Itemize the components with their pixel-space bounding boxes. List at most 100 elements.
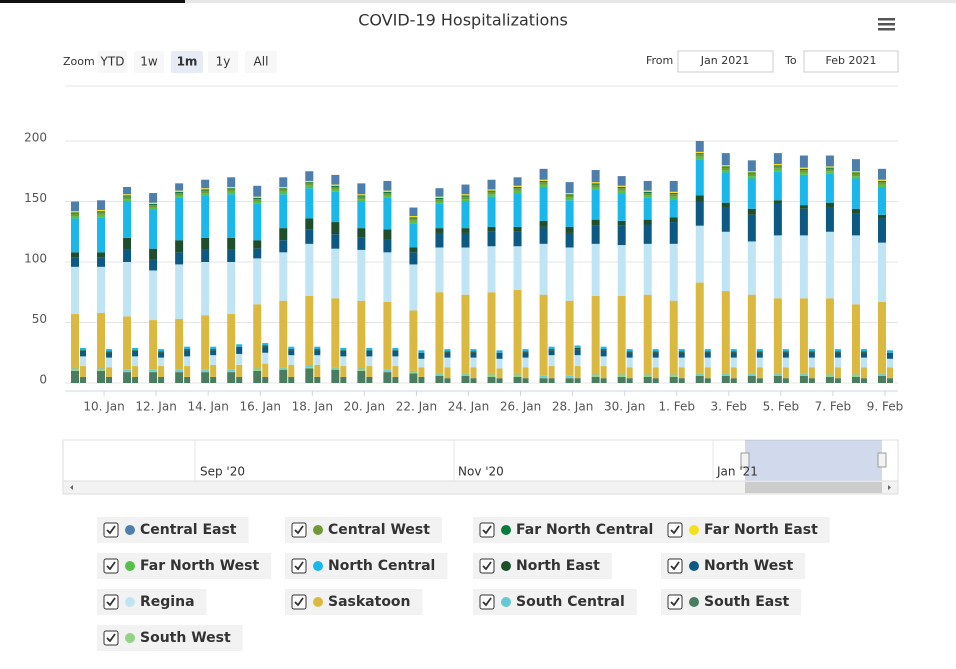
bar-segment [435,374,444,376]
bar-segment [548,378,555,383]
bar-segment [357,300,366,369]
legend-checkbox[interactable] [667,522,683,538]
bar-segment [357,196,366,200]
bar-segment [444,367,451,379]
bar-segment [877,179,886,181]
bar-segment [409,373,418,383]
zoom-button[interactable] [208,51,238,73]
navigator-handle[interactable] [740,452,750,468]
bar-segment [175,240,184,253]
legend-checkbox[interactable] [667,594,683,610]
bar-segment [513,231,522,247]
scrollbar-thumb[interactable] [745,482,882,493]
bar-segment [747,374,756,376]
bar-segment [773,168,782,172]
to-label: To [784,54,797,67]
legend-item[interactable]: Regina [97,589,207,615]
bar-segment [435,373,444,375]
legend-item[interactable]: Far North East [661,517,830,543]
bar-segment [773,374,782,376]
bar-segment [392,350,399,352]
legend-item[interactable]: Far North Central [473,517,666,543]
legend-item[interactable]: Central West [285,517,442,543]
legend-item[interactable]: Central East [97,517,249,543]
legend-item[interactable]: Far North West [97,553,272,579]
bar-segment [470,351,477,353]
x-tick-label: 5. Feb [763,400,800,414]
bar-segment [331,186,340,190]
navigator [62,439,899,495]
bar-segment [496,350,503,353]
legend-check [294,525,304,535]
bar-segment [652,357,659,368]
bar-segment [652,349,659,352]
legend-item[interactable]: North West [661,553,806,579]
legend-check [670,525,680,535]
bar-segment [513,374,522,376]
bar-segment [409,218,418,221]
bar-segment [799,168,808,171]
bar-segment [227,249,236,262]
bar-segment [279,186,288,189]
bar-segment [487,179,496,190]
legend-item[interactable]: North Central [285,553,448,579]
bar-segment [747,171,756,173]
navigator-handle[interactable] [877,452,887,468]
legend-checkbox[interactable] [103,522,119,538]
bar-segment [383,301,392,370]
legend-label: Far North Central [516,522,653,538]
from-input[interactable] [677,50,774,73]
legend-checkbox[interactable] [667,558,683,574]
legend-checkbox[interactable] [479,594,495,610]
to-input[interactable] [803,50,899,73]
bar-segment [106,352,113,358]
legend-checkbox[interactable] [291,522,307,538]
bar-segment [253,304,262,369]
bar-segment [201,189,210,191]
bar-segment [279,194,288,229]
menu-button[interactable] [878,18,895,31]
legend-checkbox[interactable] [479,558,495,574]
bar-segment [201,372,210,383]
bar-segment [799,174,808,206]
bar-segment [392,356,399,367]
bar-segment [860,349,867,352]
legend-item[interactable]: North East [473,553,612,579]
zoom-button[interactable] [134,51,164,73]
legend-checkbox[interactable] [291,594,307,610]
legend-symbol [125,561,135,571]
bar-segment [236,347,243,354]
zoom-button[interactable] [171,51,203,73]
scrollbar-track[interactable] [62,480,899,495]
zoom-button[interactable] [98,51,127,73]
bar-segment [591,225,600,244]
navigator-selection[interactable] [745,440,882,481]
x-tick-label: 30. Jan [604,400,645,414]
bar-segment [669,375,678,377]
legend-check [294,597,304,607]
legend-item[interactable]: South Central [473,589,637,615]
bar-segment [409,216,418,218]
bar-segment [487,246,496,293]
legend-label: Saskatoon [328,594,411,610]
bar-segment [158,366,165,377]
legend-item[interactable]: South East [661,589,802,615]
legend-checkbox[interactable] [291,558,307,574]
bar-segment [704,357,711,368]
bar-segment [643,191,652,194]
bar-segment [175,183,184,191]
bar-segment [851,159,860,172]
bar-segment [175,318,184,370]
legend-item[interactable]: South West [97,625,243,651]
legend-item[interactable]: Saskatoon [285,589,423,615]
legend-checkbox[interactable] [103,594,119,610]
zoom-button[interactable] [245,51,277,73]
bar-segment [574,349,581,356]
bar-segment [444,352,451,358]
bar-segment [851,374,860,376]
legend-checkbox[interactable] [103,558,119,574]
bar-segment [461,294,470,374]
bar-segment [799,205,808,209]
legend-checkbox[interactable] [479,522,495,538]
legend-checkbox[interactable] [103,630,119,646]
